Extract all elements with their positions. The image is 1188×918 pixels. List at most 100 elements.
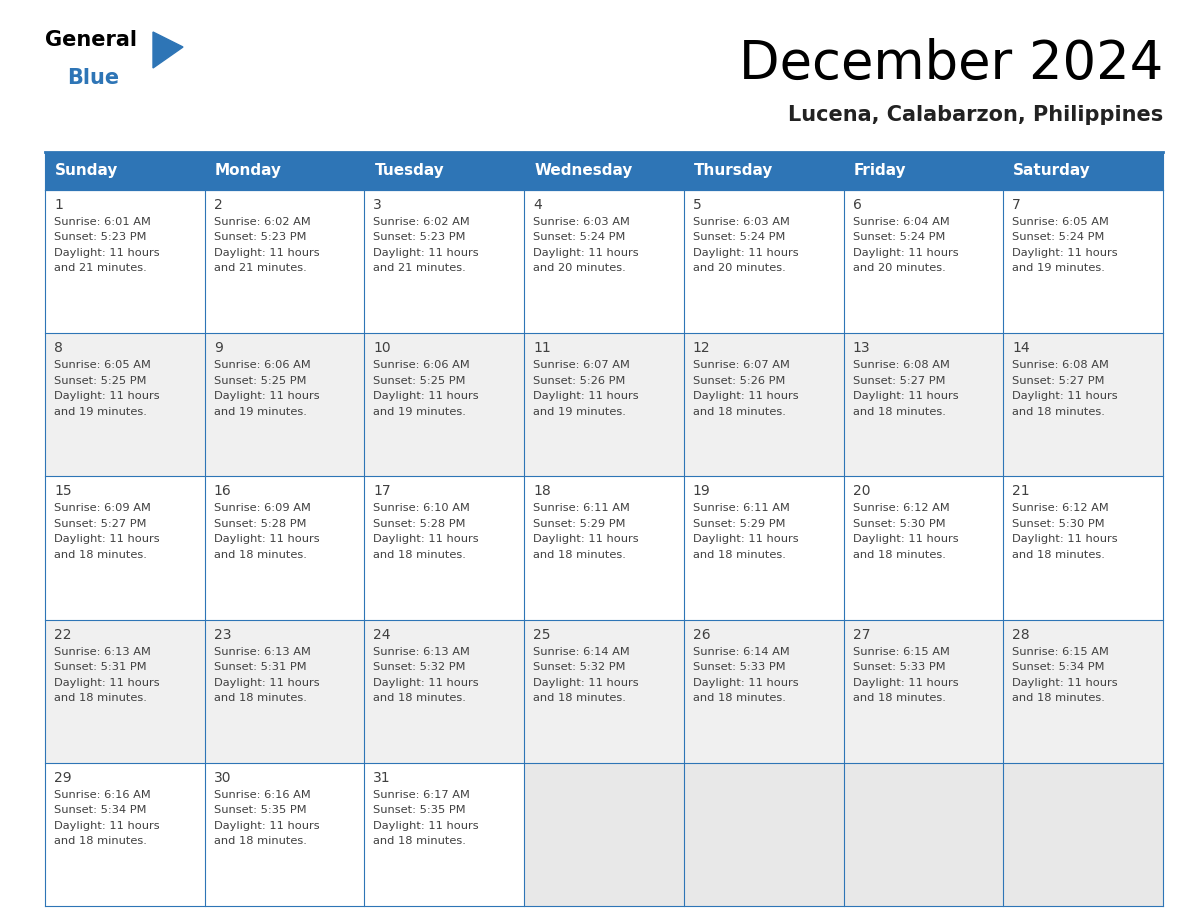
Text: Daylight: 11 hours: Daylight: 11 hours	[53, 248, 159, 258]
Text: and 18 minutes.: and 18 minutes.	[853, 693, 946, 703]
Text: Sunset: 5:33 PM: Sunset: 5:33 PM	[853, 662, 946, 672]
Text: Sunrise: 6:03 AM: Sunrise: 6:03 AM	[693, 217, 790, 227]
Text: Lucena, Calabarzon, Philippines: Lucena, Calabarzon, Philippines	[788, 105, 1163, 125]
Text: Monday: Monday	[215, 163, 282, 178]
Bar	[204, 476, 365, 620]
Text: and 18 minutes.: and 18 minutes.	[373, 693, 467, 703]
Text: 19: 19	[693, 485, 710, 498]
Text: Daylight: 11 hours: Daylight: 11 hours	[1012, 248, 1118, 258]
Text: Daylight: 11 hours: Daylight: 11 hours	[214, 391, 320, 401]
Text: Sunset: 5:30 PM: Sunset: 5:30 PM	[1012, 519, 1105, 529]
Bar	[843, 620, 1004, 763]
Text: 17: 17	[373, 485, 391, 498]
Text: and 18 minutes.: and 18 minutes.	[853, 550, 946, 560]
Text: Sunrise: 6:15 AM: Sunrise: 6:15 AM	[853, 646, 949, 656]
Bar	[1004, 763, 1163, 906]
Text: 6: 6	[853, 198, 861, 212]
Bar	[524, 333, 684, 476]
Text: Daylight: 11 hours: Daylight: 11 hours	[1012, 534, 1118, 544]
Text: Friday: Friday	[853, 163, 906, 178]
Text: Daylight: 11 hours: Daylight: 11 hours	[533, 248, 639, 258]
Text: Sunrise: 6:13 AM: Sunrise: 6:13 AM	[53, 646, 151, 656]
Bar	[684, 190, 843, 333]
Bar	[524, 620, 684, 763]
Text: and 18 minutes.: and 18 minutes.	[693, 407, 785, 417]
Text: Sunrise: 6:01 AM: Sunrise: 6:01 AM	[53, 217, 151, 227]
Text: and 19 minutes.: and 19 minutes.	[53, 407, 147, 417]
Text: Sunrise: 6:13 AM: Sunrise: 6:13 AM	[214, 646, 310, 656]
Text: Sunrise: 6:02 AM: Sunrise: 6:02 AM	[214, 217, 310, 227]
Text: General: General	[45, 30, 137, 50]
Text: and 18 minutes.: and 18 minutes.	[214, 836, 307, 846]
Text: Daylight: 11 hours: Daylight: 11 hours	[533, 534, 639, 544]
Bar	[684, 152, 843, 190]
Text: Sunset: 5:32 PM: Sunset: 5:32 PM	[533, 662, 626, 672]
Text: Sunset: 5:34 PM: Sunset: 5:34 PM	[53, 805, 146, 815]
Text: Sunrise: 6:14 AM: Sunrise: 6:14 AM	[533, 646, 630, 656]
Bar	[843, 763, 1004, 906]
Bar	[365, 152, 524, 190]
Text: 29: 29	[53, 771, 71, 785]
Text: Daylight: 11 hours: Daylight: 11 hours	[693, 677, 798, 688]
Text: and 19 minutes.: and 19 minutes.	[214, 407, 307, 417]
Text: Sunrise: 6:05 AM: Sunrise: 6:05 AM	[1012, 217, 1110, 227]
Bar	[204, 190, 365, 333]
Text: Sunset: 5:24 PM: Sunset: 5:24 PM	[1012, 232, 1105, 242]
Text: Sunrise: 6:06 AM: Sunrise: 6:06 AM	[214, 360, 310, 370]
Text: Sunset: 5:31 PM: Sunset: 5:31 PM	[53, 662, 146, 672]
Text: and 19 minutes.: and 19 minutes.	[1012, 263, 1105, 274]
Text: and 18 minutes.: and 18 minutes.	[693, 693, 785, 703]
Text: 1: 1	[53, 198, 63, 212]
Bar	[204, 152, 365, 190]
Bar	[1004, 152, 1163, 190]
Bar	[1004, 190, 1163, 333]
Bar	[524, 476, 684, 620]
Text: Daylight: 11 hours: Daylight: 11 hours	[1012, 677, 1118, 688]
Text: 31: 31	[373, 771, 391, 785]
Bar	[843, 152, 1004, 190]
Bar	[365, 333, 524, 476]
Text: 14: 14	[1012, 341, 1030, 355]
Text: Daylight: 11 hours: Daylight: 11 hours	[53, 391, 159, 401]
Bar	[365, 763, 524, 906]
Text: 2: 2	[214, 198, 222, 212]
Text: Sunrise: 6:09 AM: Sunrise: 6:09 AM	[214, 503, 310, 513]
Bar	[524, 152, 684, 190]
Text: 12: 12	[693, 341, 710, 355]
Text: Daylight: 11 hours: Daylight: 11 hours	[1012, 391, 1118, 401]
Text: Sunset: 5:24 PM: Sunset: 5:24 PM	[853, 232, 944, 242]
Text: Daylight: 11 hours: Daylight: 11 hours	[373, 821, 479, 831]
Text: and 19 minutes.: and 19 minutes.	[373, 407, 467, 417]
Text: Sunset: 5:25 PM: Sunset: 5:25 PM	[53, 375, 146, 386]
Bar	[684, 333, 843, 476]
Bar	[365, 476, 524, 620]
Text: 24: 24	[373, 628, 391, 642]
Text: Daylight: 11 hours: Daylight: 11 hours	[853, 248, 959, 258]
Text: Sunset: 5:27 PM: Sunset: 5:27 PM	[53, 519, 146, 529]
Text: Sunset: 5:35 PM: Sunset: 5:35 PM	[373, 805, 466, 815]
Bar	[684, 763, 843, 906]
Text: Daylight: 11 hours: Daylight: 11 hours	[53, 534, 159, 544]
Text: Wednesday: Wednesday	[535, 163, 632, 178]
Text: Sunset: 5:26 PM: Sunset: 5:26 PM	[533, 375, 626, 386]
Text: and 18 minutes.: and 18 minutes.	[1012, 550, 1105, 560]
Text: and 18 minutes.: and 18 minutes.	[853, 407, 946, 417]
Bar	[684, 620, 843, 763]
Text: Daylight: 11 hours: Daylight: 11 hours	[693, 248, 798, 258]
Bar	[204, 333, 365, 476]
Bar	[684, 476, 843, 620]
Text: Sunrise: 6:16 AM: Sunrise: 6:16 AM	[214, 789, 310, 800]
Text: Daylight: 11 hours: Daylight: 11 hours	[693, 391, 798, 401]
Text: 15: 15	[53, 485, 71, 498]
Text: 23: 23	[214, 628, 232, 642]
Text: 26: 26	[693, 628, 710, 642]
Text: Sunset: 5:28 PM: Sunset: 5:28 PM	[373, 519, 466, 529]
Text: 5: 5	[693, 198, 702, 212]
Bar	[1004, 620, 1163, 763]
Text: Sunrise: 6:11 AM: Sunrise: 6:11 AM	[533, 503, 630, 513]
Text: Sunset: 5:29 PM: Sunset: 5:29 PM	[533, 519, 626, 529]
Bar	[843, 476, 1004, 620]
Text: Daylight: 11 hours: Daylight: 11 hours	[373, 534, 479, 544]
Text: Sunrise: 6:02 AM: Sunrise: 6:02 AM	[373, 217, 470, 227]
Text: 30: 30	[214, 771, 232, 785]
